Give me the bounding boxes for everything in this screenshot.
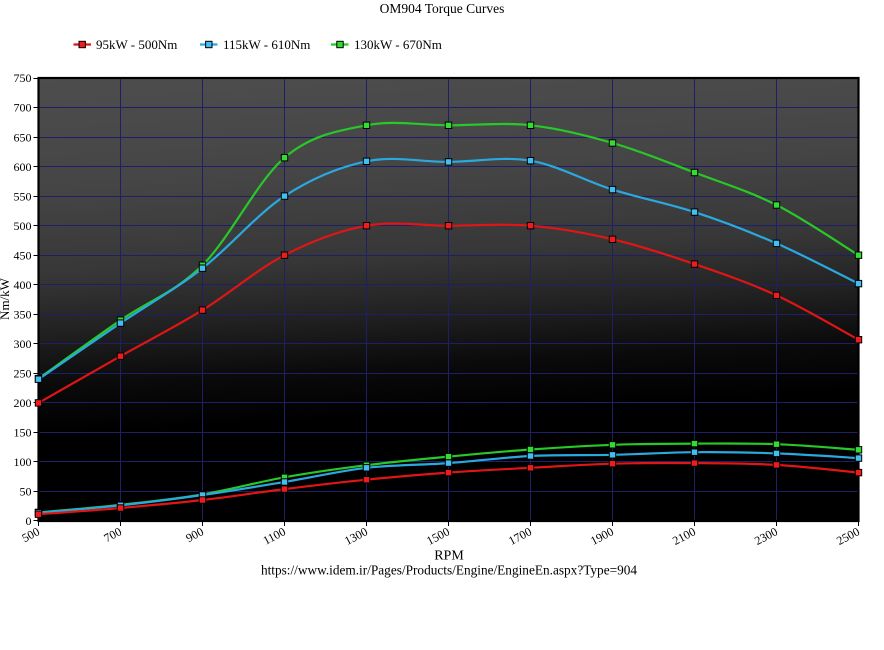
svg-text:1500: 1500 [424,524,452,548]
svg-text:1100: 1100 [261,524,288,547]
svg-text:100: 100 [14,455,32,469]
svg-text:RPM: RPM [434,549,464,564]
svg-text:130kW - 670Nm: 130kW - 670Nm [354,37,442,52]
svg-text:2500: 2500 [834,524,862,548]
svg-text:650: 650 [14,130,32,144]
svg-text:750: 750 [14,71,32,85]
svg-text:Nm/kW: Nm/kW [0,277,12,320]
svg-text:2300: 2300 [752,524,780,548]
svg-text:0: 0 [26,514,32,528]
svg-text:500: 500 [14,219,32,233]
svg-text:1300: 1300 [342,524,370,548]
svg-text:700: 700 [101,524,123,545]
svg-text:450: 450 [14,248,32,262]
svg-text:2100: 2100 [670,524,698,548]
svg-text:OM904 Torque Curves: OM904 Torque Curves [380,1,505,16]
svg-text:150: 150 [14,426,32,440]
svg-text:https://www.idem.ir/Pages/Prod: https://www.idem.ir/Pages/Products/Engin… [261,563,637,578]
svg-text:200: 200 [14,396,32,410]
svg-text:900: 900 [183,524,205,545]
svg-text:550: 550 [14,189,32,203]
svg-text:250: 250 [14,367,32,381]
svg-text:1900: 1900 [588,524,616,548]
svg-text:500: 500 [19,524,41,545]
svg-text:400: 400 [14,278,32,292]
svg-text:600: 600 [14,160,32,174]
svg-text:1700: 1700 [506,524,534,548]
svg-text:50: 50 [20,485,32,499]
svg-text:95kW - 500Nm: 95kW - 500Nm [96,37,177,52]
svg-text:700: 700 [14,101,32,115]
svg-text:300: 300 [14,337,32,351]
svg-text:115kW - 610Nm: 115kW - 610Nm [223,37,310,52]
svg-text:350: 350 [14,308,32,322]
